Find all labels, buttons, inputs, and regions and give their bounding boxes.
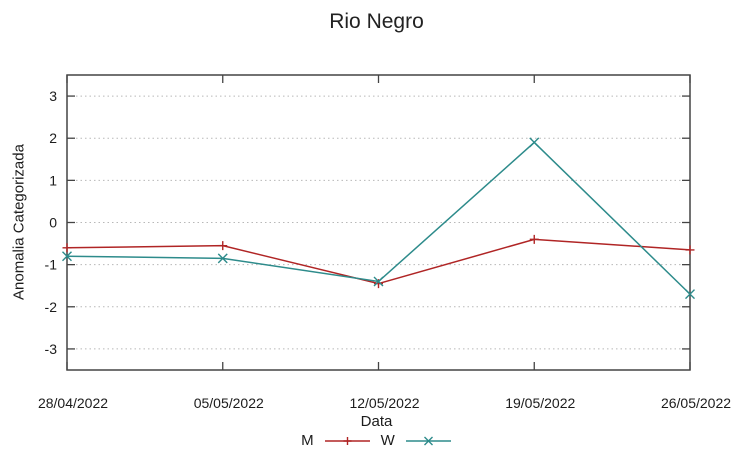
y-tick-label: -1 [45, 257, 58, 273]
data-point-marker [62, 243, 72, 253]
x-tick-label: 28/04/2022 [38, 395, 108, 411]
data-point-marker [217, 253, 228, 264]
y-tick-labels: -3 -2 -1 0 1 2 3 [45, 88, 58, 357]
y-tick-label: 3 [49, 88, 57, 104]
series-markers-W [62, 137, 695, 300]
x-tick-label: 26/05/2022 [661, 395, 731, 411]
legend-line-sample-m [324, 436, 370, 445]
legend-label-series-w: W [380, 432, 395, 449]
x-tick-label: 19/05/2022 [505, 395, 575, 411]
y-tick-label: 1 [49, 172, 57, 188]
data-point-marker [529, 137, 540, 148]
data-point-marker [62, 251, 72, 262]
x-tick-labels: 28/04/2022 05/05/2022 12/05/2022 19/05/2022… [38, 395, 731, 411]
y-tick-label: -3 [45, 341, 58, 357]
legend-label-series-m: M [301, 432, 314, 449]
y-tick-label: -2 [45, 299, 58, 315]
x-axis-title: Data [360, 413, 393, 430]
series-markers-M [62, 234, 695, 289]
series-line-M [66, 238, 691, 285]
x-tick-label: 12/05/2022 [349, 395, 419, 411]
series-line-W [66, 141, 691, 295]
legend-line-sample-w [405, 436, 451, 445]
chart-title: Rio Negro [329, 10, 424, 33]
gridlines [67, 95, 690, 350]
data-point-marker [218, 241, 228, 251]
legend: M W [0, 432, 753, 449]
data-point-marker [685, 245, 695, 255]
y-tick-label: 2 [49, 130, 57, 146]
x-tick-label: 05/05/2022 [194, 395, 264, 411]
data-point-marker [373, 276, 384, 287]
y-tick-label: 0 [49, 215, 57, 231]
data-point-marker [685, 289, 695, 300]
axis-ticks [66, 75, 691, 370]
data-point-marker [529, 234, 539, 244]
